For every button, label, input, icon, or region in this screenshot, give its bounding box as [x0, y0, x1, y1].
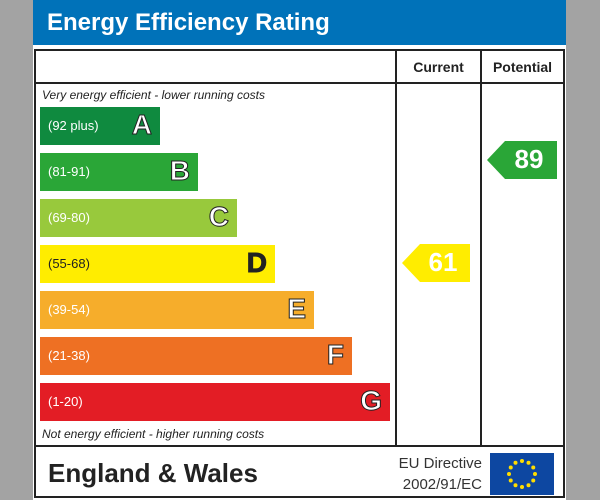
- epc-panel: Energy Efficiency Rating Current Potenti…: [33, 0, 566, 500]
- rating-table: Current Potential Very energy efficient …: [34, 49, 565, 498]
- current-rating-value: 61: [428, 247, 458, 277]
- band-letter: G: [360, 385, 383, 417]
- band-letter: D: [246, 247, 267, 279]
- potential-rating-arrow: 89: [487, 141, 557, 179]
- star: [531, 478, 536, 483]
- band-letter: F: [326, 339, 344, 371]
- current-rating-arrow: 61: [402, 244, 470, 282]
- star: [526, 460, 531, 465]
- band-e: (39-54) E: [40, 291, 314, 329]
- band-range: (21-38): [48, 348, 90, 363]
- band-letter: A: [131, 109, 152, 141]
- band-range: (1-20): [48, 394, 83, 409]
- band-a: (92 plus) A: [40, 107, 160, 145]
- divider: [480, 51, 482, 447]
- star: [533, 472, 537, 476]
- star: [507, 472, 511, 476]
- band-c: (69-80) C: [40, 199, 237, 237]
- band-range: (92 plus): [48, 118, 99, 133]
- divider: [36, 445, 563, 447]
- star: [520, 485, 524, 489]
- band-range: (69-80): [48, 210, 90, 225]
- eu-flag-icon: [490, 453, 554, 495]
- band-letter: B: [169, 155, 190, 187]
- band-range: (55-68): [48, 256, 90, 271]
- current-header: Current: [413, 59, 464, 75]
- star: [526, 483, 531, 488]
- band-g: (1-20) G: [40, 383, 390, 421]
- band-range: (81-91): [48, 164, 90, 179]
- potential-rating-value: 89: [514, 144, 544, 174]
- band-range: (39-54): [48, 302, 90, 317]
- star: [513, 483, 518, 488]
- potential-header: Potential: [492, 59, 553, 75]
- band-letter: C: [208, 201, 229, 233]
- eu-directive: EU Directive 2002/91/EC: [376, 453, 482, 495]
- star: [508, 478, 513, 483]
- divider: [36, 82, 563, 84]
- star: [520, 459, 524, 463]
- directive-line1: EU Directive: [398, 455, 482, 472]
- bottom-note: Not energy efficient - higher running co…: [42, 427, 265, 441]
- region-label: England & Wales: [48, 458, 258, 488]
- top-note: Very energy efficient - lower running co…: [42, 88, 265, 102]
- band-d: (55-68) D: [40, 245, 275, 283]
- star: [508, 465, 513, 470]
- page-title: Energy Efficiency Rating: [33, 0, 566, 45]
- star: [531, 465, 536, 470]
- star: [513, 460, 518, 465]
- divider: [395, 51, 397, 447]
- band-b: (81-91) B: [40, 153, 198, 191]
- band-letter: E: [287, 293, 307, 325]
- directive-line2: 2002/91/EC: [402, 476, 482, 493]
- band-f: (21-38) F: [40, 337, 352, 375]
